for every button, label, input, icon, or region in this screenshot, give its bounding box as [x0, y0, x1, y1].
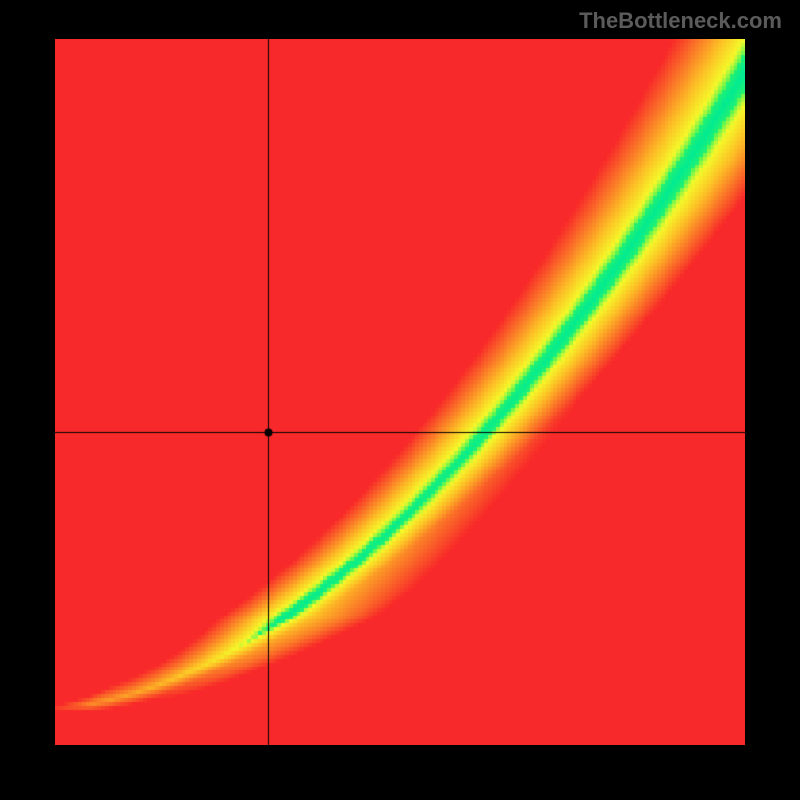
watermark-text: TheBottleneck.com — [579, 8, 782, 34]
crosshair-overlay — [55, 39, 745, 745]
